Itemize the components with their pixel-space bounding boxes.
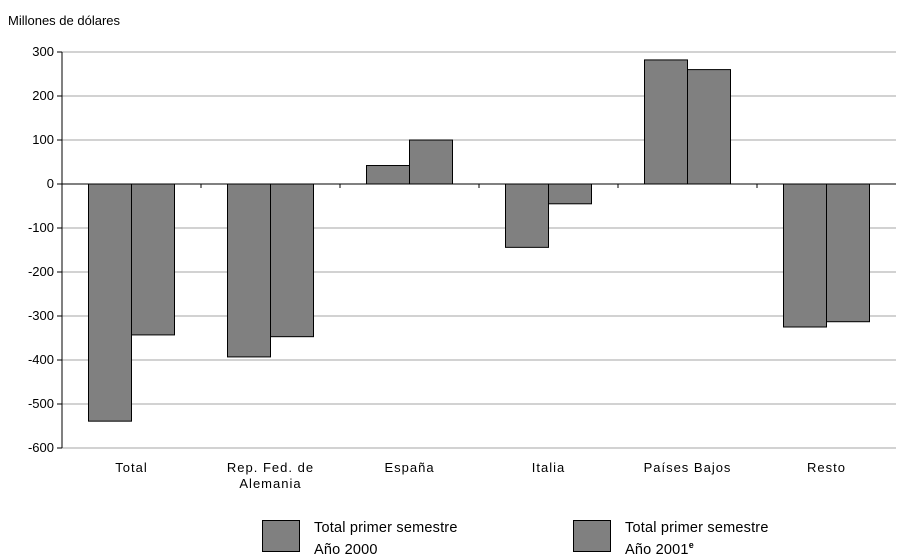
x-tick-label: Rep. Fed. de Alemania (227, 460, 314, 491)
y-tick-label: -600 (28, 440, 54, 455)
legend-item-2001: Total primer semestre Año 2001e (573, 520, 769, 559)
y-tick-label: 200 (32, 88, 54, 103)
y-tick-label: 300 (32, 44, 54, 59)
y-tick-label: -300 (28, 308, 54, 323)
bar-2000-espa-a (366, 165, 410, 185)
legend-swatch-2001 (573, 520, 611, 552)
y-tick-label: 0 (47, 176, 54, 191)
bar-2000-italia (505, 183, 549, 248)
bar-2000-total (88, 183, 132, 422)
legend-label-2000: Total primer semestre Año 2000 (314, 520, 458, 558)
x-tick-label: Italia (532, 460, 565, 475)
legend-label-2001: Total primer semestre Año 2001e (625, 520, 769, 558)
bar-2000-pa-ses-bajos (644, 59, 688, 185)
x-tick-label: España (384, 460, 434, 475)
bar-2001-espa-a (409, 139, 453, 185)
bar-2001-resto (826, 183, 870, 323)
y-tick-label: -400 (28, 352, 54, 367)
bar-2000-resto (783, 183, 827, 328)
bar-chart: 300 200 100 0 -100 -200 -300 -400 -500 -600 Total R… (28, 44, 896, 491)
legend-swatch-2000 (262, 520, 300, 552)
x-tick-label: Total (115, 460, 147, 475)
bar-2000-rep-fed-de-alemania (227, 183, 271, 358)
bar-2001-pa-ses-bajos (687, 69, 731, 185)
bar-2001-total (131, 183, 175, 336)
y-tick-label: -500 (28, 396, 54, 411)
x-tick-label: Resto (807, 460, 846, 475)
y-tick-label: 100 (32, 132, 54, 147)
y-axis-title: Millones de dólares (8, 13, 121, 28)
legend-item-2000: Total primer semestre Año 2000 (262, 520, 458, 559)
bar-2001-rep-fed-de-alemania (270, 183, 314, 338)
y-tick-label: -100 (28, 220, 54, 235)
x-tick-label: Países Bajos (644, 460, 732, 475)
bar-2001-italia (548, 183, 592, 205)
y-tick-label: -200 (28, 264, 54, 279)
